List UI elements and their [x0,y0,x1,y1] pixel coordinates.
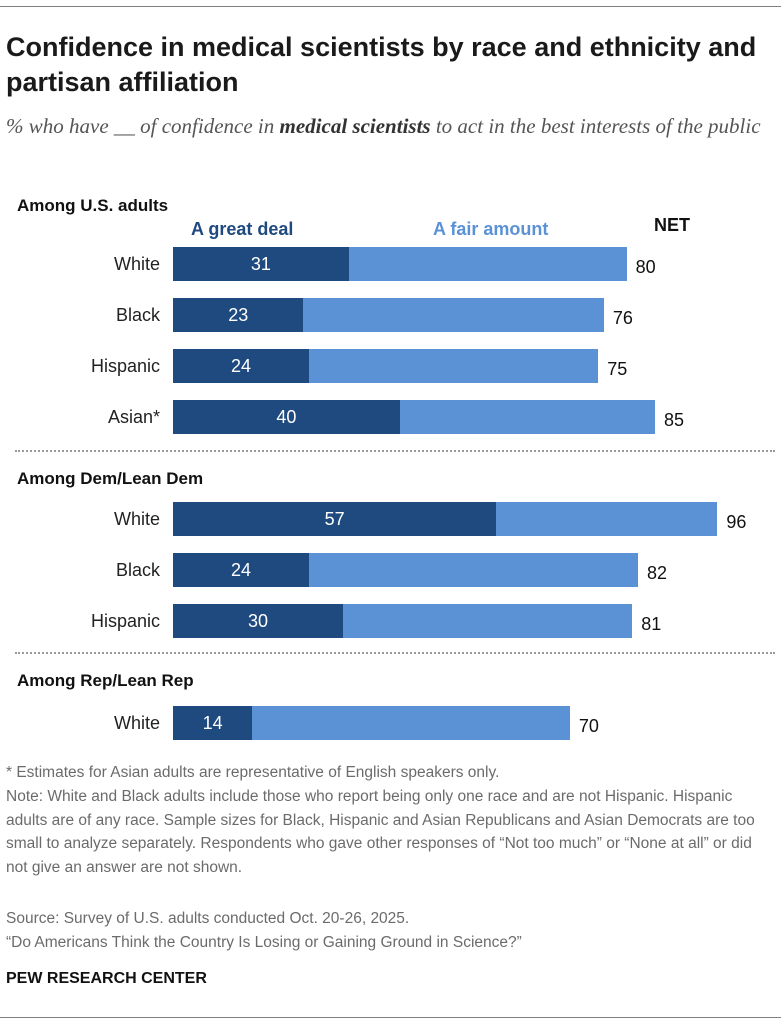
great-deal-value-label: 14 [202,713,223,733]
row-label: White [113,509,160,529]
section-heading: Among Rep/Lean Rep [17,671,194,690]
bar-fair-amount [252,706,570,740]
net-value-label: 76 [612,308,633,328]
great-deal-value-label: 57 [324,509,345,529]
net-value-label: 96 [726,512,747,532]
report-title-note: “Do Americans Think the Country Is Losin… [6,934,522,951]
source-note: Source: Survey of U.S. adults conducted … [6,910,410,927]
row-label: Asian* [107,407,160,427]
section-heading: Among Dem/Lean Dem [17,469,204,488]
brand-logo-text: PEW RESEARCH CENTER [6,970,207,987]
net-value-label: 75 [607,359,628,379]
section-divider [15,450,775,452]
bar-fair-amount [343,604,633,638]
bottom-rule [0,1017,781,1018]
row-label: White [113,254,160,274]
great-deal-value-label: 24 [231,356,252,376]
great-deal-value-label: 23 [228,305,249,325]
methodology-note: Note: White and Black adults include tho… [6,788,755,876]
great-deal-value-label: 40 [276,407,297,427]
bar-fair-amount [348,247,627,281]
legend-fair-amount: A fair amount [433,219,549,239]
row-label: Hispanic [90,611,160,631]
row-label: White [113,713,160,733]
subtitle-text-end: to act in the best interests of the publ… [430,114,761,138]
bar-fair-amount [399,400,655,434]
bar-fair-amount [496,502,718,536]
section-heading: Among U.S. adults [17,196,169,215]
section-divider [15,652,775,654]
row-label: Hispanic [90,356,160,376]
bar-great-deal [173,400,400,434]
asterisk-note: * Estimates for Asian adults are represe… [6,764,500,781]
subtitle-emphasis: medical scientists [279,114,431,138]
bar-great-deal [173,298,304,332]
net-value-label: 82 [646,563,667,583]
chart-title: Confidence in medical scientists by race… [6,32,757,97]
bar-great-deal [173,706,253,740]
bar-fair-amount [303,298,604,332]
bar-great-deal [173,553,310,587]
bar-great-deal [173,604,344,638]
bar-great-deal [173,247,349,281]
top-rule [0,6,781,7]
legend-net: NET [654,215,690,235]
row-label: Black [115,560,160,580]
chart-subtitle: % who have __ of confidence in medical s… [6,113,766,140]
bar-fair-amount [309,349,599,383]
row-label: Black [115,305,160,325]
subtitle-text: % who have __ of confidence in [6,114,280,138]
net-value-label: 85 [663,410,684,430]
bar-great-deal [173,349,310,383]
net-value-label: 81 [641,614,662,634]
net-value-label: 80 [635,257,656,277]
net-value-label: 70 [578,716,599,736]
great-deal-value-label: 31 [250,254,271,274]
great-deal-value-label: 30 [248,611,269,631]
great-deal-value-label: 24 [231,560,252,580]
bar-great-deal [173,502,497,536]
legend-great-deal: A great deal [191,219,294,239]
bar-fair-amount [309,553,638,587]
